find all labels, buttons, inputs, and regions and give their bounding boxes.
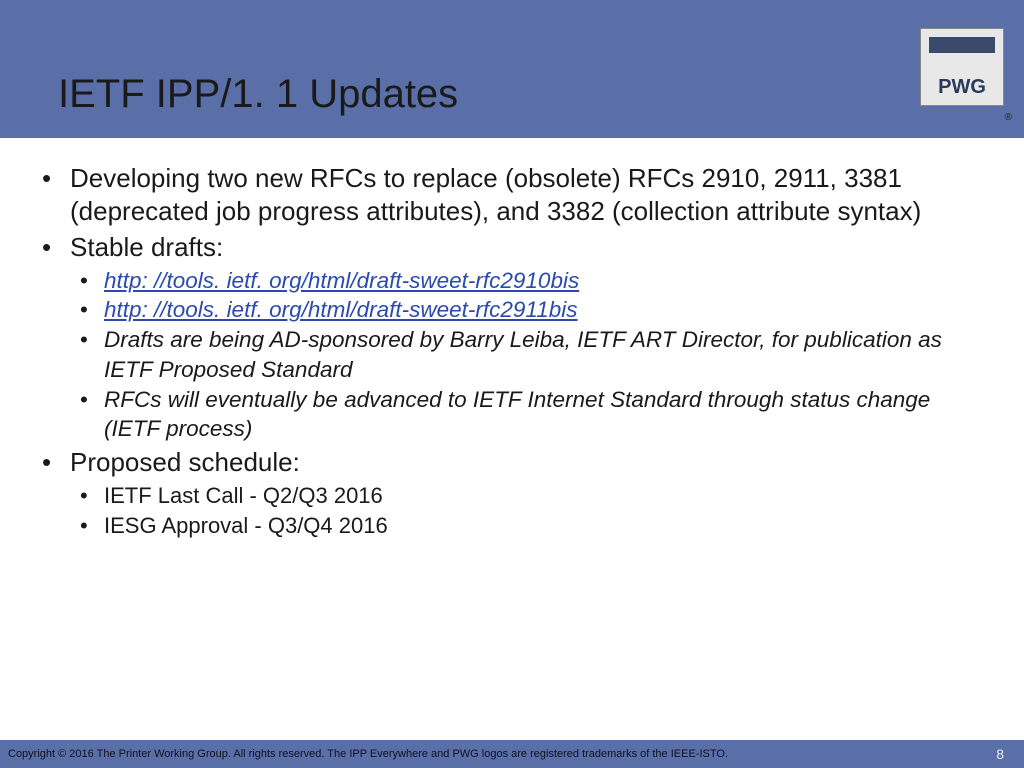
- bullet-item: Stable drafts: http: //tools. ietf. org/…: [34, 231, 990, 444]
- pwg-logo: PWG: [920, 28, 1004, 106]
- registered-mark: ®: [1005, 112, 1012, 123]
- sub-bullet-item: RFCs will eventually be advanced to IETF…: [70, 385, 990, 444]
- sub-bullet-item: http: //tools. ietf. org/html/draft-swee…: [70, 295, 990, 325]
- draft-link[interactable]: http: //tools. ietf. org/html/draft-swee…: [104, 297, 578, 322]
- bullet-list-sub: http: //tools. ietf. org/html/draft-swee…: [70, 266, 990, 444]
- page-number: 8: [996, 746, 1004, 762]
- slide-title: IETF IPP/1. 1 Updates: [58, 72, 458, 117]
- sub-bullet-item: IETF Last Call - Q2/Q3 2016: [70, 481, 990, 511]
- logo-accent: [929, 37, 995, 53]
- slide-body: Developing two new RFCs to replace (obso…: [0, 138, 1024, 541]
- logo-text: PWG: [921, 76, 1003, 99]
- bullet-item: Proposed schedule: IETF Last Call - Q2/Q…: [34, 446, 990, 541]
- sub-bullet-item: IESG Approval - Q3/Q4 2016: [70, 511, 990, 541]
- copyright-text: Copyright © 2016 The Printer Working Gro…: [8, 748, 728, 760]
- bullet-text: Proposed schedule:: [70, 447, 300, 477]
- sub-bullet-item: Drafts are being AD-sponsored by Barry L…: [70, 325, 990, 384]
- sub-bullet-item: http: //tools. ietf. org/html/draft-swee…: [70, 266, 990, 296]
- slide-footer: Copyright © 2016 The Printer Working Gro…: [0, 740, 1024, 768]
- bullet-list-main: Developing two new RFCs to replace (obso…: [34, 162, 990, 541]
- draft-link[interactable]: http: //tools. ietf. org/html/draft-swee…: [104, 268, 579, 293]
- bullet-text: Stable drafts:: [70, 232, 223, 262]
- bullet-list-sub: IETF Last Call - Q2/Q3 2016 IESG Approva…: [70, 481, 990, 540]
- slide-container: IETF IPP/1. 1 Updates PWG ® Developing t…: [0, 0, 1024, 768]
- slide-header: IETF IPP/1. 1 Updates PWG ®: [0, 0, 1024, 138]
- bullet-item: Developing two new RFCs to replace (obso…: [34, 162, 990, 229]
